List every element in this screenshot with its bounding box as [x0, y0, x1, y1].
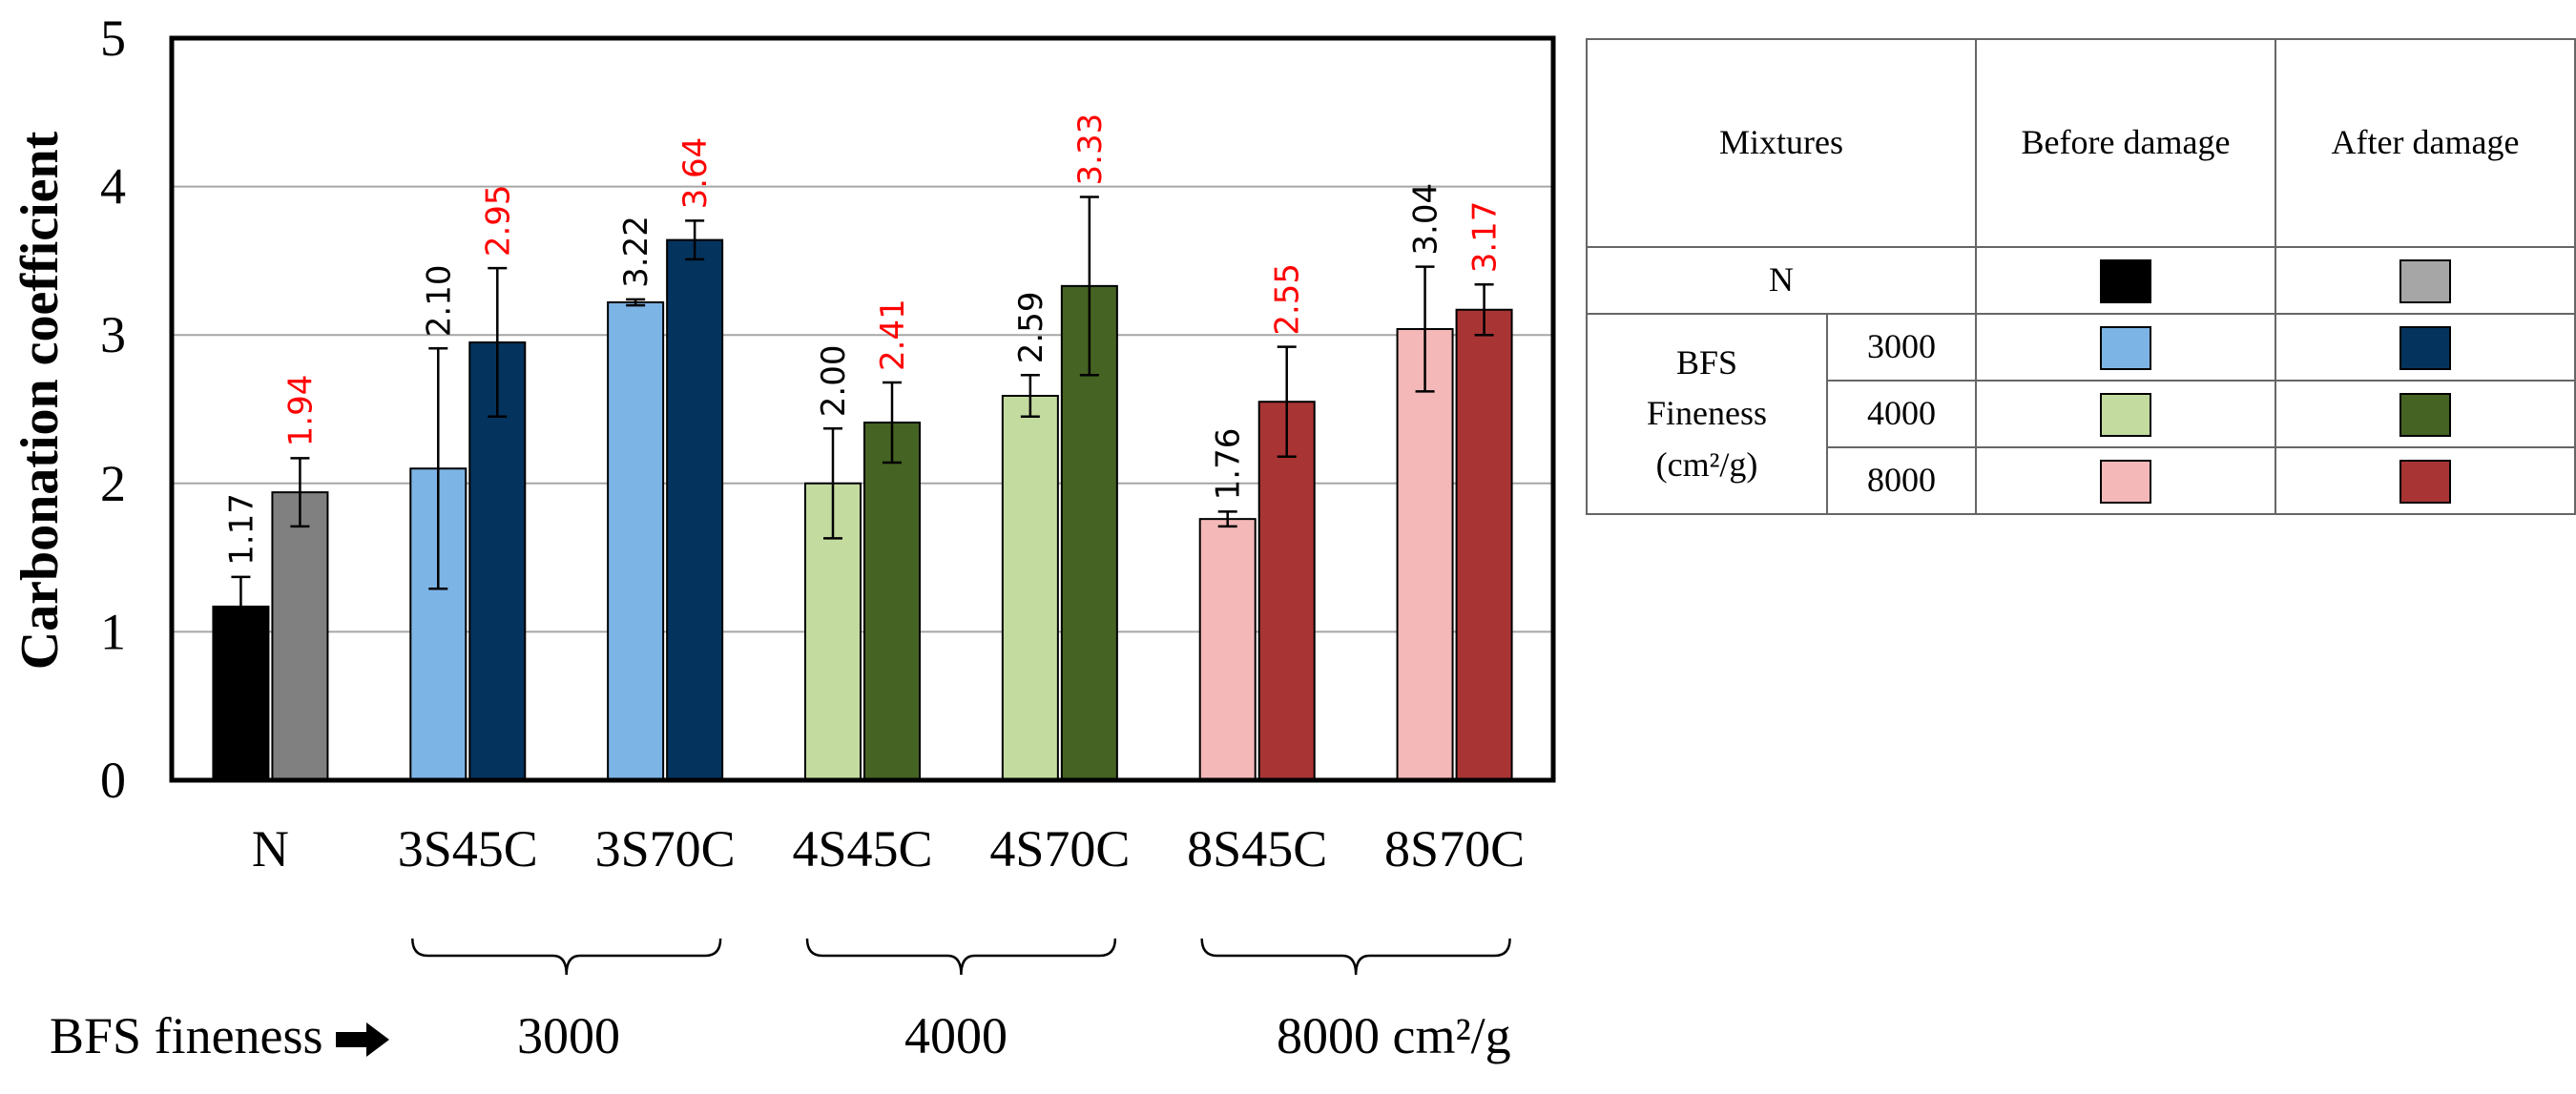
legend-n-after — [2275, 246, 2576, 315]
gridlines — [172, 185, 1553, 633]
legend-8000-before — [1975, 446, 2276, 515]
data-label-4S70C-before: 2.59 — [1012, 292, 1050, 364]
bar-3S70C-after — [666, 238, 724, 781]
bfs-fineness-label: BFS fineness — [50, 1007, 323, 1064]
legend-fineness-8000: 8000 — [1826, 446, 1977, 515]
group-brace-4000 — [805, 938, 1117, 976]
y-tick-label: 2 — [100, 455, 126, 512]
legend-8000-after — [2275, 446, 2576, 515]
legend-4000-before — [1975, 380, 2276, 448]
data-label-8S45C-before: 1.76 — [1210, 428, 1248, 501]
data-label-N-after: 1.94 — [281, 375, 320, 447]
plot-area-frame — [169, 35, 1556, 783]
data-label-8S70C-before: 3.04 — [1407, 183, 1445, 256]
bfs-line2: Fineness — [1647, 394, 1767, 433]
group-label-3000: 3000 — [517, 1007, 620, 1064]
x-tick-label-4S70C: 4S70C — [989, 820, 1130, 877]
y-tick-label: 5 — [100, 10, 126, 67]
x-tick-label-3S45C: 3S45C — [398, 820, 538, 877]
bfs-line3: (cm²/g) — [1655, 444, 1758, 484]
data-label-8S70C-after: 3.17 — [1466, 201, 1505, 274]
legend-fineness-3000: 3000 — [1826, 313, 1977, 382]
data-label-3S70C-after: 3.64 — [676, 137, 715, 210]
data-label-N-before: 1.17 — [222, 493, 260, 566]
bar-8S70C-after — [1455, 308, 1513, 781]
legend-header-after: After damage — [2275, 38, 2576, 248]
legend-fineness-4000: 4000 — [1826, 380, 1977, 448]
legend-3000-after — [2275, 313, 2576, 382]
x-axis-ticks: N 3S45C 3S70C 4S45C 4S70C 8S45C 8S70C — [252, 820, 1525, 877]
data-label-3S70C-before: 3.22 — [617, 216, 655, 288]
swatch-n-before — [2100, 258, 2151, 303]
error-bars — [231, 196, 1494, 638]
legend-3000-before — [1975, 313, 2276, 382]
swatch-8000-after — [2399, 459, 2451, 504]
bars — [212, 238, 1513, 781]
data-label-8S45C-after: 2.55 — [1269, 263, 1307, 336]
right-arrow-icon — [336, 1012, 391, 1071]
swatch-8000-before — [2100, 459, 2151, 504]
y-axis-title: Carbonation coefficient — [10, 131, 70, 670]
bar-4S45C-after — [863, 422, 921, 781]
y-tick-label: 0 — [100, 752, 126, 809]
bar-8S45C-after — [1257, 401, 1316, 781]
bar-8S45C-before — [1198, 518, 1257, 781]
bfs-fineness-caption: BFS fineness — [50, 1006, 391, 1071]
legend-header-before: Before damage — [1975, 38, 2276, 248]
data-labels: 1.17 1.94 2.10 2.95 3.22 3.64 2.00 2.41 2.59 3.33… — [222, 114, 1504, 566]
bar-3S70C-before — [607, 300, 665, 781]
group-brace-8000 — [1200, 938, 1511, 976]
swatch-4000-after — [2399, 392, 2451, 437]
legend-n-before — [1975, 246, 2276, 315]
legend-bfs-label: BFS Fineness (cm²/g) — [1586, 313, 1828, 515]
data-label-4S70C-after: 3.33 — [1071, 114, 1110, 186]
legend-4000-after — [2275, 380, 2576, 448]
x-tick-label-N: N — [252, 820, 289, 877]
x-tick-label-8S70C: 8S70C — [1384, 820, 1525, 877]
x-tick-label-4S45C: 4S45C — [792, 820, 932, 877]
swatch-3000-after — [2399, 325, 2451, 370]
x-tick-label-3S70C: 3S70C — [595, 820, 736, 877]
swatch-3000-before — [2100, 325, 2151, 370]
legend-header-mixtures: Mixtures — [1586, 38, 1977, 248]
data-label-4S45C-before: 2.00 — [815, 345, 853, 418]
data-label-4S45C-after: 2.41 — [874, 299, 912, 371]
group-brace-3000 — [411, 938, 722, 976]
bfs-line1: BFS — [1675, 343, 1738, 382]
bar-N-after — [271, 491, 329, 781]
legend-row-n-label: N — [1586, 246, 1977, 315]
y-axis-ticks: 0 1 2 3 4 5 — [100, 10, 126, 809]
group-label-4000: 4000 — [904, 1007, 1008, 1064]
y-tick-label: 1 — [100, 603, 126, 660]
group-braces — [411, 938, 1511, 976]
y-tick-label: 3 — [100, 306, 126, 363]
group-label-8000: 8000 cm²/g — [1277, 1007, 1511, 1064]
bar-8S70C-before — [1396, 327, 1454, 781]
legend-table: Mixtures Before damage After damage N BF… — [1586, 38, 2576, 515]
data-label-3S45C-before: 2.10 — [420, 265, 458, 338]
y-tick-label: 4 — [100, 158, 126, 216]
swatch-4000-before — [2100, 392, 2151, 437]
data-label-3S45C-after: 2.95 — [479, 184, 517, 257]
bar-chart: 0 1 2 3 4 5 1.17 1.94 2.10 2.95 3.22 3.64 2.00 2.41 2… — [10, 10, 1556, 976]
swatch-n-after — [2399, 258, 2451, 303]
bar-4S70C-before — [1001, 394, 1059, 781]
x-tick-label-8S45C: 8S45C — [1187, 820, 1327, 877]
